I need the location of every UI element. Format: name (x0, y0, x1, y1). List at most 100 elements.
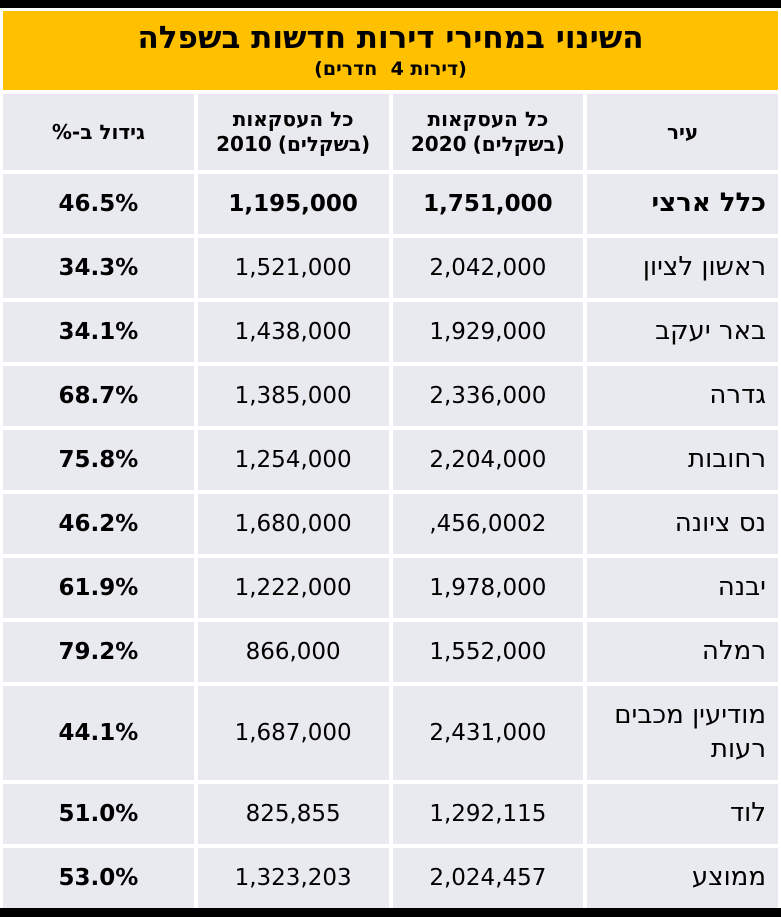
header-2010-line1: כל העסקאות (232, 107, 354, 131)
header-2020: כל העסקאות 2020 (בשקלים) (392, 94, 584, 170)
growth-value: 53.0% (58, 865, 139, 891)
price-2010-cell: 1,385,000 (197, 366, 389, 426)
growth-value: 75.8% (58, 447, 139, 473)
header-2010: כל העסקאות 2010 (בשקלים) (197, 94, 389, 170)
growth-value: 51.0% (58, 801, 139, 827)
growth-cell: 51.0% (3, 784, 194, 844)
growth-cell: 61.9% (3, 558, 194, 618)
price-2010-value: 1,680,000 (234, 511, 352, 537)
growth-value: 68.7% (58, 383, 139, 409)
table-title: השינוי במחירי דירות חדשות בשפלה (137, 20, 644, 57)
price-2020-value: 2,042,000 (429, 255, 547, 281)
growth-value: 61.9% (58, 575, 139, 601)
growth-value: 46.5% (58, 191, 139, 217)
table-row: ממוצע 2,024,457 1,323,203 53.0% (3, 848, 778, 908)
price-2010-cell: 1,438,000 (197, 302, 389, 362)
growth-value: 34.3% (58, 255, 139, 281)
header-2020-line2: 2020 (בשקלים) (411, 132, 565, 157)
city-cell: מודיעין מכבים רעות (587, 686, 778, 780)
price-2020-value: ,456,0002 (429, 511, 547, 537)
price-2020-value: 2,431,000 (429, 720, 547, 746)
price-2010-value: 825,855 (245, 801, 341, 827)
table-row: באר יעקב 1,929,000 1,438,000 34.1% (3, 302, 778, 362)
price-2010-value: 1,687,000 (234, 720, 352, 746)
growth-cell: 34.1% (3, 302, 194, 362)
price-2010-value: 1,521,000 (234, 255, 352, 281)
price-2020-cell: 2,024,457 (392, 848, 584, 908)
header-row: עיר כל העסקאות 2020 (בשקלים) כל העסקאות … (3, 94, 778, 170)
price-2020-value: 2,204,000 (429, 447, 547, 473)
growth-cell: 53.0% (3, 848, 194, 908)
price-2010-value: 1,438,000 (234, 319, 352, 345)
price-2010-value: 1,323,203 (234, 865, 352, 891)
table-row: ראשון לציון 2,042,000 1,521,000 34.3% (3, 238, 778, 298)
header-2010-year: 2010 (216, 132, 272, 156)
price-2020-cell: 1,978,000 (392, 558, 584, 618)
price-2020-value: 1,929,000 (429, 319, 547, 345)
city-cell: ממוצע (587, 848, 778, 908)
growth-value: 46.2% (58, 511, 139, 537)
table-content: השינוי במחירי דירות חדשות בשפלה (דירות 4… (3, 11, 778, 908)
header-2010-unit: (בשקלים) (277, 132, 371, 156)
price-2010-value: 866,000 (245, 639, 341, 665)
price-2010-cell: 1,195,000 (197, 174, 389, 234)
growth-cell: 34.3% (3, 238, 194, 298)
table-row: רמלה 1,552,000 866,000 79.2% (3, 622, 778, 682)
price-2020-value: 2,024,457 (429, 865, 547, 891)
price-2010-cell: 1,687,000 (197, 686, 389, 780)
price-2020-cell: 2,042,000 (392, 238, 584, 298)
growth-cell: 75.8% (3, 430, 194, 490)
table-title-block: השינוי במחירי דירות חדשות בשפלה (דירות 4… (3, 11, 778, 90)
header-city: עיר (587, 94, 778, 170)
city-cell: רמלה (587, 622, 778, 682)
city-cell: יבנה (587, 558, 778, 618)
table-row: מודיעין מכבים רעות 2,431,000 1,687,000 4… (3, 686, 778, 780)
city-cell: גדרה (587, 366, 778, 426)
price-2020-value: 1,751,000 (423, 191, 553, 217)
header-2020-unit: (בשקלים) (472, 132, 565, 156)
price-2020-value: 1,978,000 (429, 575, 547, 601)
city-cell: כלל ארצי (587, 174, 778, 234)
table-row: נס ציונה ,456,0002 1,680,000 46.2% (3, 494, 778, 554)
table-subtitle: (דירות 4 חדרים) (314, 57, 467, 80)
bottom-frame-bar (0, 908, 781, 917)
growth-value: 34.1% (58, 319, 139, 345)
price-2010-cell: 1,323,203 (197, 848, 389, 908)
growth-cell: 79.2% (3, 622, 194, 682)
price-2010-cell: 825,855 (197, 784, 389, 844)
table-row: לוד 1,292,115 825,855 51.0% (3, 784, 778, 844)
price-2010-cell: 1,222,000 (197, 558, 389, 618)
header-2010-line2: 2010 (בשקלים) (216, 132, 370, 157)
price-2020-cell: 1,292,115 (392, 784, 584, 844)
growth-value: 44.1% (58, 720, 139, 746)
table-row: כלל ארצי 1,751,000 1,195,000 46.5% (3, 174, 778, 234)
city-cell: נס ציונה (587, 494, 778, 554)
growth-cell: 68.7% (3, 366, 194, 426)
growth-cell: 46.2% (3, 494, 194, 554)
price-2020-cell: 1,929,000 (392, 302, 584, 362)
price-2020-value: 2,336,000 (429, 383, 547, 409)
growth-cell: 46.5% (3, 174, 194, 234)
price-2010-value: 1,385,000 (234, 383, 352, 409)
price-2020-cell: 1,751,000 (392, 174, 584, 234)
price-2010-value: 1,222,000 (234, 575, 352, 601)
price-2020-cell: ,456,0002 (392, 494, 584, 554)
header-growth: גידול ב-% (3, 94, 194, 170)
growth-value: 79.2% (58, 639, 139, 665)
price-2010-cell: 866,000 (197, 622, 389, 682)
price-2020-cell: 1,552,000 (392, 622, 584, 682)
header-2020-line1: כל העסקאות (427, 107, 549, 131)
price-2020-cell: 2,431,000 (392, 686, 584, 780)
table-row: גדרה 2,336,000 1,385,000 68.7% (3, 366, 778, 426)
city-cell: לוד (587, 784, 778, 844)
city-cell: רחובות (587, 430, 778, 490)
city-cell: ראשון לציון (587, 238, 778, 298)
growth-cell: 44.1% (3, 686, 194, 780)
price-2010-value: 1,195,000 (228, 191, 358, 217)
price-2020-value: 1,552,000 (429, 639, 547, 665)
top-frame-bar (0, 0, 781, 8)
price-2010-value: 1,254,000 (234, 447, 352, 473)
price-2020-cell: 2,336,000 (392, 366, 584, 426)
table-row: יבנה 1,978,000 1,222,000 61.9% (3, 558, 778, 618)
